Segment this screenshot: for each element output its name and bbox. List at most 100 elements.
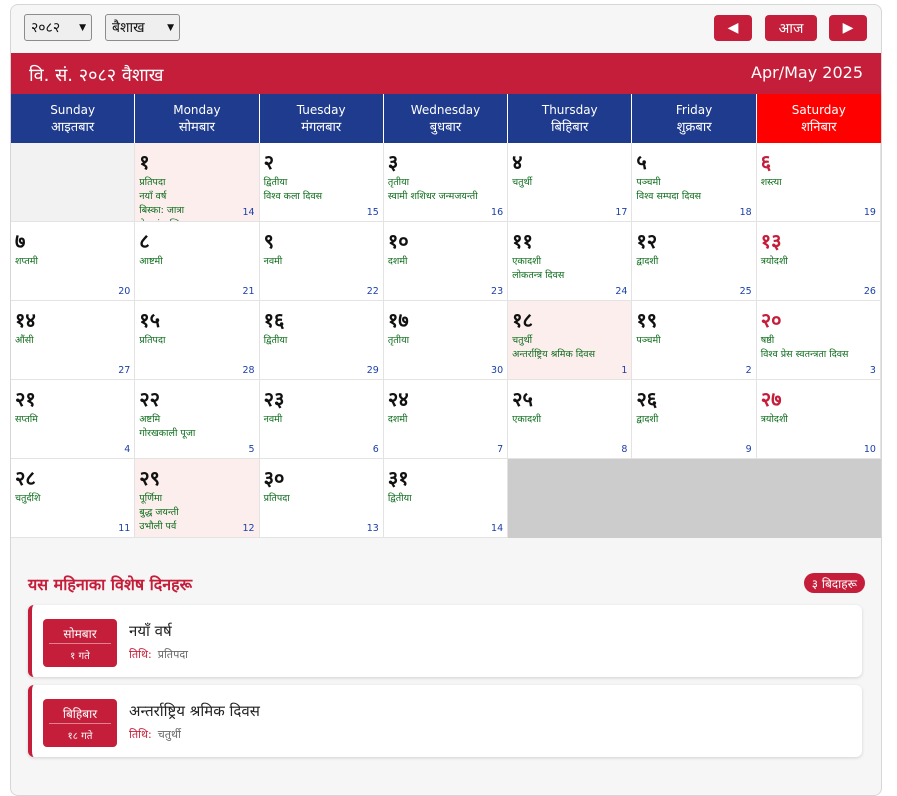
day-cell[interactable]: २८ चतुर्दशि 11 — [11, 459, 136, 538]
bs-date-number: ५ — [636, 150, 647, 174]
tithi-label: तिथि: — [129, 728, 152, 741]
event-text: नयाँ वर्ष — [139, 191, 167, 202]
day-cell[interactable]: १५ प्रतिपदा 28 — [135, 301, 260, 380]
day-cell[interactable]: १४ औंसी 27 — [11, 301, 136, 380]
weekday-saturday: Saturday शनिबार — [756, 94, 881, 143]
day-events: दशमी — [388, 255, 408, 269]
day-events: पञ्चमी — [636, 334, 660, 348]
day-events: द्वितीया — [264, 334, 288, 348]
month-select[interactable]: बैशाख ▼ — [105, 14, 180, 41]
bs-date-number: १७ — [387, 308, 409, 332]
bs-date-number: १५ — [139, 308, 161, 332]
bs-date-number: १९ — [636, 308, 658, 332]
bs-date-number: १३ — [760, 229, 782, 253]
day-events: अष्टमि गोरखकाली पूजा — [139, 413, 195, 441]
day-cell[interactable]: २६ द्वादशी 9 — [632, 380, 757, 459]
day-cell[interactable]: ३१ द्वितीया 14 — [383, 459, 509, 538]
event-text: बुद्ध जयन्ती — [139, 507, 179, 518]
day-cell[interactable]: २१ सप्तमि 4 — [11, 380, 136, 459]
ad-date-number: 13 — [366, 523, 379, 534]
day-cell[interactable]: १२ द्वादशी 25 — [632, 222, 757, 301]
tithi-text: दशमी — [387, 256, 408, 267]
chevron-down-icon: ▼ — [167, 22, 174, 33]
tithi-text: तृतीया — [387, 335, 410, 346]
day-cell[interactable]: ३ तृतीया स्वामी शशिधर जन्मजयन्ती 16 — [383, 143, 509, 222]
day-events: आष्टमी — [139, 255, 162, 269]
ad-date-number: 14 — [242, 207, 255, 218]
day-cell[interactable]: ९ नवमी 22 — [259, 222, 384, 301]
next-month-button[interactable]: ▶ — [829, 15, 867, 41]
day-cell[interactable]: १६ द्वितीया 29 — [259, 301, 384, 380]
tithi-text: अष्टमि — [139, 414, 161, 425]
tithi-text: दशमी — [387, 414, 408, 425]
day-cell[interactable]: ७ शप्तमी 20 — [11, 222, 136, 301]
day-cell[interactable]: १९ पञ्चमी 2 — [632, 301, 757, 380]
day-cell[interactable]: २० षष्ठी विश्व प्रेस स्वतन्त्रता दिवस 3 — [756, 301, 881, 380]
day-cell[interactable]: २९ पूर्णिमा बुद्ध जयन्ती उभौली पर्व 12 — [135, 459, 260, 538]
special-day-card[interactable]: बिहिबार १८ गते अन्तर्राष्ट्रिय श्रमिक दि… — [28, 685, 862, 757]
weekday-name-np: मंगलबार — [301, 120, 342, 135]
day-cell[interactable]: २५ एकादशी 8 — [508, 380, 633, 459]
year-select-value: २०८२ — [31, 20, 61, 36]
tithi-text: पञ्चमी — [636, 335, 661, 346]
empty-day-cell — [508, 459, 633, 538]
day-cell[interactable]: १ प्रतिपदा नयाँ वर्ष बिस्का: जात्रा मेष संक्… — [135, 143, 260, 222]
prev-month-button[interactable]: ◀ — [714, 15, 752, 41]
day-cell[interactable]: २७ त्रयोदशी 10 — [756, 380, 881, 459]
year-select[interactable]: २०८२ ▼ — [24, 14, 92, 41]
special-days-title: यस महिनाका विशेष दिनहरू — [28, 575, 193, 594]
weekday-name-en: Tuesday — [296, 103, 346, 117]
special-day-name: नयाँ वर्ष — [129, 622, 172, 640]
today-button[interactable]: आज — [765, 15, 817, 41]
bs-date-number: ७ — [15, 229, 26, 253]
day-cell[interactable]: १७ तृतीया 30 — [383, 301, 509, 380]
day-cell[interactable]: ८ आष्टमी 21 — [135, 222, 260, 301]
bs-date-number: ८ — [139, 229, 150, 253]
special-day-card[interactable]: सोमबार १ गते नयाँ वर्ष तिथि: प्रतिपदा — [28, 605, 862, 677]
day-events: द्वितीया — [388, 492, 412, 506]
ad-date-number: 11 — [118, 523, 131, 534]
bs-date-number: १० — [387, 229, 409, 253]
ad-date-number: 14 — [491, 523, 504, 534]
day-events: तृतीया — [388, 334, 409, 348]
ad-date-number: 15 — [366, 207, 379, 218]
day-cell[interactable]: १८ चतुर्थी अन्तर्राष्ट्रिय श्रमिक दिवस 1 — [508, 301, 633, 380]
day-cell[interactable]: २३ नवमी 6 — [259, 380, 384, 459]
day-cell[interactable]: २२ अष्टमि गोरखकाली पूजा 5 — [135, 380, 260, 459]
day-events: चतुर्दशि — [15, 492, 40, 506]
month-select-value: बैशाख — [112, 20, 145, 36]
weekday-name-en: Wednesday — [410, 103, 481, 117]
day-events: पूर्णिमा बुद्ध जयन्ती उभौली पर्व — [139, 492, 178, 534]
tithi-text: एकादशी — [512, 414, 542, 425]
month-title-np: वि. सं. २०८२ वैशाख — [29, 65, 164, 86]
tithi-text: द्वितीया — [263, 177, 288, 188]
day-cell[interactable]: ३० प्रतिपदा 13 — [259, 459, 384, 538]
day-cell[interactable]: ५ पञ्चमी विश्व सम्पदा दिवस 18 — [632, 143, 757, 222]
tithi-text: सप्तमि — [15, 414, 38, 425]
day-cell[interactable]: ६ शस्त्या 19 — [756, 143, 881, 222]
day-cell[interactable]: ११ एकादशी लोकतन्त्र दिवस 24 — [508, 222, 633, 301]
day-events: चतुर्थी — [512, 176, 532, 190]
tithi-text: आष्टमी — [139, 256, 163, 267]
weekday-name-np: शनिबार — [801, 120, 837, 135]
ad-date-number: 25 — [739, 286, 752, 297]
day-cell[interactable]: १० दशमी 23 — [383, 222, 509, 301]
tithi-text: औंसी — [15, 335, 34, 346]
ad-date-number: 16 — [491, 207, 504, 218]
ad-date-number: 29 — [366, 365, 379, 376]
day-events: द्वादशी — [636, 255, 658, 269]
weekday-friday: Friday शुक्रबार — [632, 94, 757, 143]
day-events: औंसी — [15, 334, 34, 348]
tithi-text: एकादशी — [512, 256, 542, 267]
ad-date-number: 1 — [621, 365, 628, 376]
tithi-text: नवमी — [263, 414, 283, 425]
calendar-week-row: २१ सप्तमि 4 २२ अष्टमि गोरखकाली पूजा 5 २३ नवमी 6 २४… — [11, 380, 881, 459]
weekday-header: Sunday आइतबार Monday सोमबार Tuesday मंगलबार We… — [11, 94, 881, 143]
day-events: एकादशी — [512, 413, 541, 427]
day-cell[interactable]: २४ दशमी 7 — [383, 380, 509, 459]
day-cell[interactable]: २ द्वितीया विश्व कला दिवस 15 — [259, 143, 384, 222]
tithi-text: त्रयोदशी — [760, 414, 788, 425]
day-cell[interactable]: १३ त्रयोदशी 26 — [756, 222, 881, 301]
tithi-text: नवमी — [263, 256, 283, 267]
day-cell[interactable]: ४ चतुर्थी 17 — [508, 143, 633, 222]
